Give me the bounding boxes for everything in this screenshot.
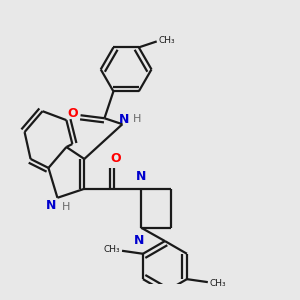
Text: CH₃: CH₃ (104, 245, 121, 254)
Text: N: N (136, 170, 146, 183)
Text: N: N (119, 113, 129, 126)
Text: N: N (46, 199, 57, 212)
Text: O: O (67, 107, 78, 120)
Text: H: H (62, 202, 70, 212)
Text: N: N (134, 234, 145, 247)
Text: CH₃: CH₃ (158, 36, 175, 45)
Text: CH₃: CH₃ (209, 279, 226, 288)
Text: H: H (133, 114, 141, 124)
Text: O: O (110, 152, 121, 165)
